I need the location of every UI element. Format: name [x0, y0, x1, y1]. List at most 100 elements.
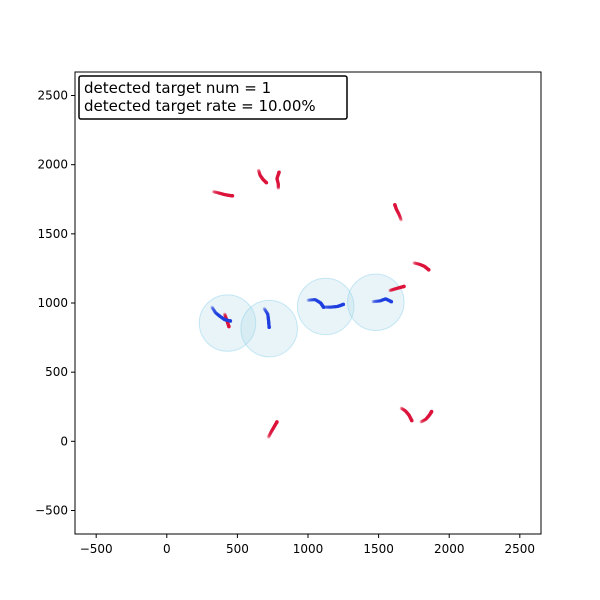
track-point [415, 262, 420, 266]
track-point [422, 418, 426, 422]
track-point [216, 191, 220, 195]
track-point [399, 218, 403, 222]
track-point [376, 299, 380, 303]
track-point [264, 309, 268, 313]
track-point [414, 261, 418, 266]
track-point [312, 298, 316, 302]
track-point [214, 311, 218, 315]
track-point [389, 299, 394, 304]
track-1 [256, 168, 269, 185]
track-2 [275, 170, 281, 190]
track-point [371, 300, 375, 304]
track-point [421, 419, 425, 423]
track-point [323, 305, 327, 309]
track-point [268, 432, 272, 437]
track-point [212, 190, 217, 194]
y-tick-label: 0 [60, 434, 68, 448]
track-point [223, 315, 228, 319]
track-point [257, 168, 261, 173]
track-point [257, 172, 262, 176]
track-point [263, 308, 268, 313]
track-point [306, 298, 311, 302]
track-point [375, 299, 379, 303]
track-point [402, 408, 406, 412]
track-point [327, 305, 331, 309]
track-point [401, 407, 405, 411]
track-point [257, 169, 261, 173]
track-point [398, 216, 402, 220]
track-point [422, 418, 427, 422]
track-point [213, 311, 218, 315]
track-point [419, 420, 423, 424]
track-point [265, 311, 269, 315]
track-point [372, 299, 376, 304]
track-point [223, 313, 227, 317]
track-point [212, 190, 216, 194]
track-point [399, 218, 403, 222]
detected-target-rate-text: detected target rate = 10.00% [84, 97, 316, 115]
track-point [223, 313, 227, 318]
track-point [213, 309, 217, 314]
track-point [256, 168, 261, 172]
track-point [257, 170, 261, 174]
track-point [210, 305, 214, 310]
track-3 [393, 202, 403, 222]
track-point [402, 408, 406, 412]
track-point [426, 268, 431, 272]
track-point [265, 310, 269, 315]
track-point [412, 261, 416, 265]
track-point [223, 314, 227, 318]
track-point [276, 183, 280, 187]
track-14 [371, 297, 394, 304]
track-point [276, 186, 280, 190]
track-point [267, 435, 271, 439]
track-point [389, 288, 393, 292]
track-point [390, 288, 394, 292]
track-point [215, 190, 219, 195]
track-point [223, 314, 228, 319]
track-point [400, 407, 404, 411]
track-point [276, 186, 280, 190]
track-point [402, 408, 406, 412]
track-point [429, 409, 434, 414]
target-tracks [210, 168, 434, 439]
track-point [212, 309, 217, 313]
track-point [212, 308, 216, 312]
track-4 [412, 261, 431, 272]
track-point [264, 180, 269, 185]
plot-area [75, 72, 541, 534]
y-tick-label: 500 [45, 365, 68, 379]
track-point [322, 305, 326, 309]
track-point [277, 170, 281, 175]
track-point [215, 191, 220, 195]
track-point [308, 298, 313, 302]
track-point [263, 308, 267, 312]
track-point [420, 419, 424, 423]
track-8 [419, 409, 434, 424]
track-point [276, 183, 280, 187]
track-point [398, 216, 403, 221]
track-point [223, 313, 227, 317]
track-point [400, 406, 404, 411]
track-point [309, 298, 313, 302]
track-point [268, 433, 272, 437]
track-point [391, 287, 395, 292]
track-point [415, 262, 419, 266]
x-tick-label: 1000 [293, 542, 324, 556]
track-point [310, 298, 314, 302]
track-point [213, 310, 217, 314]
track-point [267, 433, 272, 437]
track-point [420, 419, 424, 424]
track-point [212, 190, 216, 194]
track-point [223, 313, 227, 317]
track-point [373, 299, 377, 304]
track-point [223, 312, 227, 316]
track-point [223, 314, 227, 318]
track-point [397, 213, 401, 217]
track-point [324, 305, 329, 309]
track-point [257, 171, 261, 175]
track-point [419, 420, 423, 424]
track-point [210, 306, 215, 310]
track-point [327, 305, 332, 309]
